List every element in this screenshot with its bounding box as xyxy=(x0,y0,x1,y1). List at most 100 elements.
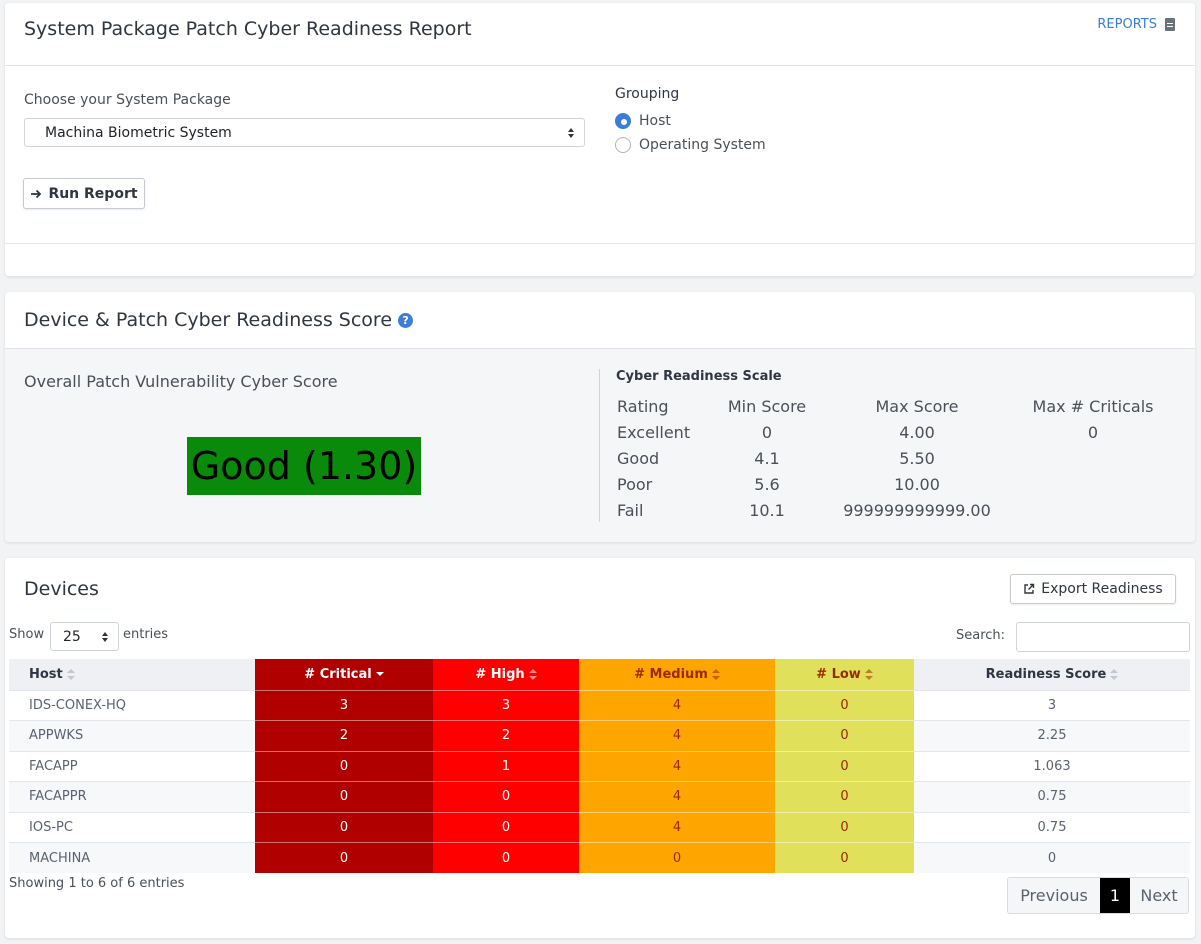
system-package-select[interactable]: Machina Biometric System xyxy=(24,118,585,147)
export-readiness-label: Export Readiness xyxy=(1041,581,1163,597)
cell-readiness-score: 0 xyxy=(914,842,1190,873)
document-icon xyxy=(1165,18,1175,31)
scale-min: 10.1 xyxy=(749,501,785,520)
scale-max: 999999999999.00 xyxy=(843,501,991,520)
overall-score-label: Overall Patch Vulnerability Cyber Score xyxy=(24,372,338,391)
select-arrows-icon xyxy=(568,127,574,138)
page-size-select[interactable]: 25 xyxy=(50,622,119,651)
table-info: Showing 1 to 6 of 6 entries xyxy=(9,876,185,891)
cell-high: 2 xyxy=(433,720,579,751)
arrow-right-icon xyxy=(31,189,42,198)
scale-criticals: 0 xyxy=(1087,423,1099,442)
table-row: APPWKS 2 2 4 0 2.25 xyxy=(9,720,1190,751)
score-section-title: Device & Patch Cyber Readiness Score? xyxy=(24,309,414,331)
radio-unselected-icon[interactable] xyxy=(615,137,631,153)
pagination: Previous 1 Next xyxy=(1007,877,1189,914)
cell-high: 3 xyxy=(433,689,579,721)
reports-link[interactable]: REPORTS xyxy=(1097,17,1175,32)
grouping-option-operating-system[interactable]: Operating System xyxy=(615,137,766,153)
run-report-button[interactable]: Run Report xyxy=(23,178,145,209)
help-icon[interactable]: ? xyxy=(398,313,414,328)
cell-high: 0 xyxy=(433,811,579,843)
column-header-readiness-score[interactable]: Readiness Score xyxy=(914,659,1190,690)
column-header-host[interactable]: Host xyxy=(9,659,255,690)
scale-min: 5.6 xyxy=(754,475,780,494)
column-header-medium[interactable]: # Medium xyxy=(579,659,775,690)
cell-high: 0 xyxy=(433,842,579,873)
sort-icon xyxy=(711,668,720,680)
next-page-button[interactable]: Next xyxy=(1130,878,1188,913)
cell-low: 0 xyxy=(775,689,914,721)
devices-card: Devices Export Readiness Show 25 entries… xyxy=(5,558,1195,938)
cell-critical: 0 xyxy=(255,842,433,873)
previous-page-button[interactable]: Previous xyxy=(1008,878,1100,913)
scale-min: 0 xyxy=(761,423,773,442)
scale-title: Cyber Readiness Scale xyxy=(616,369,782,384)
show-label: Show xyxy=(9,627,45,642)
cell-low: 0 xyxy=(775,781,914,812)
scale-header-rating: Rating xyxy=(617,397,669,416)
column-header-low[interactable]: # Low xyxy=(775,659,914,690)
search-input[interactable] xyxy=(1016,622,1190,652)
sort-icon xyxy=(66,668,75,680)
sort-icon xyxy=(864,668,873,680)
system-package-value: Machina Biometric System xyxy=(45,124,232,141)
column-header-label: # High xyxy=(475,666,525,682)
score-header-divider xyxy=(5,348,1195,349)
page-title: System Package Patch Cyber Readiness Rep… xyxy=(24,18,472,40)
cell-critical: 2 xyxy=(255,720,433,751)
cell-critical: 0 xyxy=(255,750,433,782)
entries-label: entries xyxy=(123,627,169,642)
grouping-option-host[interactable]: Host xyxy=(615,113,671,129)
scale-max: 4.00 xyxy=(899,423,935,442)
cell-readiness-score: 0.75 xyxy=(914,781,1190,812)
column-header-high[interactable]: # High xyxy=(433,659,579,690)
table-row: FACAPPR 0 0 4 0 0.75 xyxy=(9,781,1190,812)
table-row: IOS-PC 0 0 4 0 0.75 xyxy=(9,811,1190,843)
table-row: FACAPP 0 1 4 0 1.063 xyxy=(9,750,1190,782)
cell-host: FACAPP xyxy=(9,750,255,782)
cell-critical: 3 xyxy=(255,689,433,721)
scale-divider xyxy=(599,369,600,522)
scale-header-criticals: Max # Criticals xyxy=(1032,397,1154,416)
export-readiness-button[interactable]: Export Readiness xyxy=(1010,574,1176,604)
grouping-option-label: Host xyxy=(639,113,671,129)
cell-low: 0 xyxy=(775,720,914,751)
grouping-option-label: Operating System xyxy=(639,137,766,153)
cell-low: 0 xyxy=(775,842,914,873)
sort-icon xyxy=(528,668,537,680)
cell-host: APPWKS xyxy=(9,720,255,751)
cell-medium: 4 xyxy=(579,750,775,782)
cell-high: 0 xyxy=(433,781,579,812)
column-header-critical[interactable]: # Critical xyxy=(255,659,433,690)
sort-desc-icon xyxy=(375,669,384,680)
column-header-label: # Low xyxy=(816,666,861,682)
package-label: Choose your System Package xyxy=(24,92,231,108)
overall-score-badge: Good (1.30) xyxy=(187,437,421,495)
cell-host: IDS-CONEX-HQ xyxy=(9,689,255,721)
scale-rating: Good xyxy=(617,449,660,468)
cell-low: 0 xyxy=(775,750,914,782)
score-section-title-text: Device & Patch Cyber Readiness Score xyxy=(24,309,393,331)
external-link-icon xyxy=(1024,583,1035,594)
page-size-value: 25 xyxy=(63,628,81,645)
devices-title: Devices xyxy=(24,578,99,600)
grouping-label: Grouping xyxy=(615,86,680,102)
score-body: Overall Patch Vulnerability Cyber Score … xyxy=(5,349,1195,542)
scale-header-min: Min Score xyxy=(727,397,807,416)
table-row: MACHINA 0 0 0 0 0 xyxy=(9,842,1190,873)
reports-link-label: REPORTS xyxy=(1097,17,1157,32)
table-header-row: Host # Critical # High # Medium # Low Re… xyxy=(9,659,1190,690)
cell-readiness-score: 2.25 xyxy=(914,720,1190,751)
cell-critical: 0 xyxy=(255,811,433,843)
page-1-button[interactable]: 1 xyxy=(1100,878,1130,913)
scale-header-max: Max Score xyxy=(875,397,959,416)
cell-high: 1 xyxy=(433,750,579,782)
radio-selected-icon[interactable] xyxy=(615,113,631,129)
select-arrows-icon xyxy=(102,631,108,642)
scale-max: 5.50 xyxy=(899,449,935,468)
cell-medium: 4 xyxy=(579,720,775,751)
column-header-label: # Medium xyxy=(634,666,708,682)
cell-low: 0 xyxy=(775,811,914,843)
cell-host: IOS-PC xyxy=(9,811,255,843)
